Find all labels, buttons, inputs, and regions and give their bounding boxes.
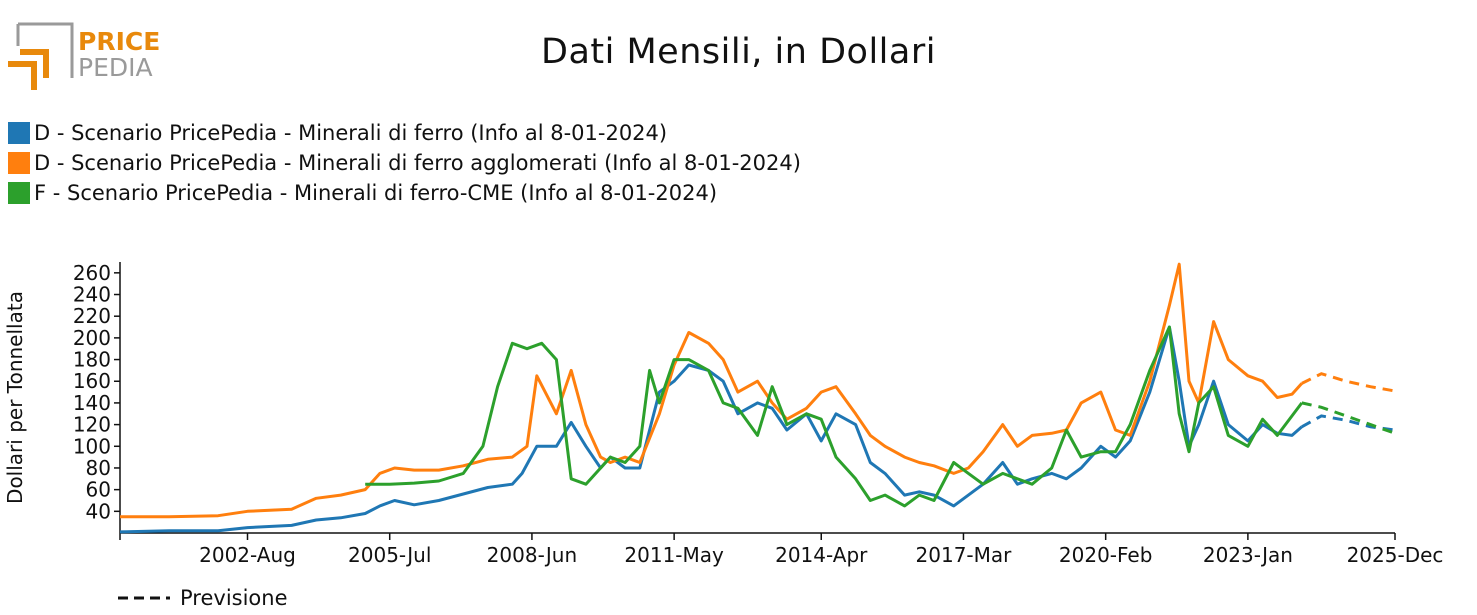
legend-label-2: D - Scenario PricePedia - Minerali di fe… — [34, 151, 801, 175]
logo-mark — [8, 22, 74, 90]
y-tick-label: 120 — [73, 413, 111, 437]
y-tick-label: 240 — [73, 283, 111, 307]
legend-swatch-3 — [8, 182, 30, 204]
logo-text-price: PRICE — [78, 27, 160, 56]
y-tick-label: 80 — [86, 456, 111, 480]
y-tick-label: 140 — [73, 391, 111, 415]
legend-item-2[interactable]: D - Scenario PricePedia - Minerali di fe… — [8, 148, 801, 178]
legend-label-1: D - Scenario PricePedia - Minerali di fe… — [34, 121, 668, 145]
legend-item-1[interactable]: D - Scenario PricePedia - Minerali di fe… — [8, 118, 801, 148]
forecast-dash-icon — [118, 596, 170, 600]
series-line-3 — [365, 325, 1303, 508]
x-tick-label: 2011-May — [624, 543, 724, 567]
series-line-1 — [119, 325, 1303, 534]
legend: D - Scenario PricePedia - Minerali di fe… — [8, 118, 801, 208]
y-tick-label: 100 — [73, 434, 111, 458]
x-tick-label: 2023-Jan — [1203, 543, 1293, 567]
logo-text-pedia: PEDIA — [78, 53, 153, 82]
series-forecast-2 — [1301, 372, 1396, 393]
legend-label-3: F - Scenario PricePedia - Minerali di fe… — [34, 181, 718, 205]
x-tick-label: 2020-Feb — [1059, 543, 1153, 567]
series-forecast-3 — [1301, 401, 1396, 435]
x-tick-label: 2025-Dec — [1347, 543, 1444, 567]
y-tick-label: 60 — [86, 478, 111, 502]
series-line-2 — [120, 262, 1303, 519]
y-axis-title: Dollari per Tonnellata — [3, 291, 27, 504]
x-tick-label: 2002-Aug — [199, 543, 296, 567]
forecast-legend: Previsione — [118, 586, 288, 610]
y-tick-label: 200 — [73, 326, 111, 350]
legend-item-3[interactable]: F - Scenario PricePedia - Minerali di fe… — [8, 178, 801, 208]
y-tick-label: 40 — [86, 499, 111, 523]
y-tick-label: 220 — [73, 304, 111, 328]
x-tick-label: 2017-Mar — [916, 543, 1013, 567]
chart-title: Dati Mensili, in Dollari — [541, 32, 936, 72]
x-tick-label: 2008-Jun — [487, 543, 577, 567]
forecast-label: Previsione — [180, 586, 288, 610]
series-forecast-1 — [1301, 414, 1396, 432]
x-tick-label: 2014-Apr — [775, 543, 868, 567]
y-tick-label: 180 — [73, 348, 111, 372]
pricepedia-logo: PRICE PEDIA — [8, 22, 160, 90]
legend-swatch-1 — [8, 122, 30, 144]
x-tick-label: 2005-Jul — [348, 543, 431, 567]
y-tick-label: 160 — [73, 369, 111, 393]
legend-swatch-2 — [8, 152, 30, 174]
y-tick-label: 260 — [73, 261, 111, 285]
